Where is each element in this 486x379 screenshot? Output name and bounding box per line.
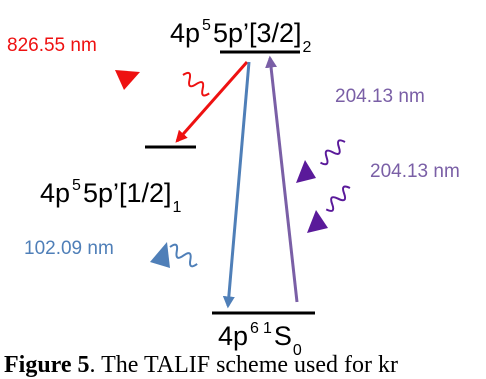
- red-wavelength-label: 826.55 nm: [7, 35, 97, 56]
- red-photon-icon: [115, 70, 210, 97]
- purple-upper-wavelength-label: 204.13 nm: [335, 86, 425, 107]
- blue-transition-arrow: [222, 61, 251, 309]
- top-level-label: 4p 55p’[3/2]2: [170, 17, 312, 57]
- purple-lower-wavelength-label: 204.13 nm: [370, 161, 460, 182]
- purple-photon-upper-icon: [296, 139, 346, 183]
- blue-wavelength-label: 102.09 nm: [24, 238, 114, 259]
- middle-level-label: 4p 55p’[1/2]1: [40, 177, 182, 217]
- blue-photon-icon: [150, 242, 198, 268]
- purple-transition-arrow: [265, 55, 299, 303]
- red-transition-arrow: [175, 61, 249, 143]
- ground-level-label: 4p 6 1S0: [218, 320, 302, 360]
- purple-photon-lower-icon: [307, 185, 351, 233]
- figure-caption: Figure 5. The TALIF scheme used for kr: [4, 352, 398, 378]
